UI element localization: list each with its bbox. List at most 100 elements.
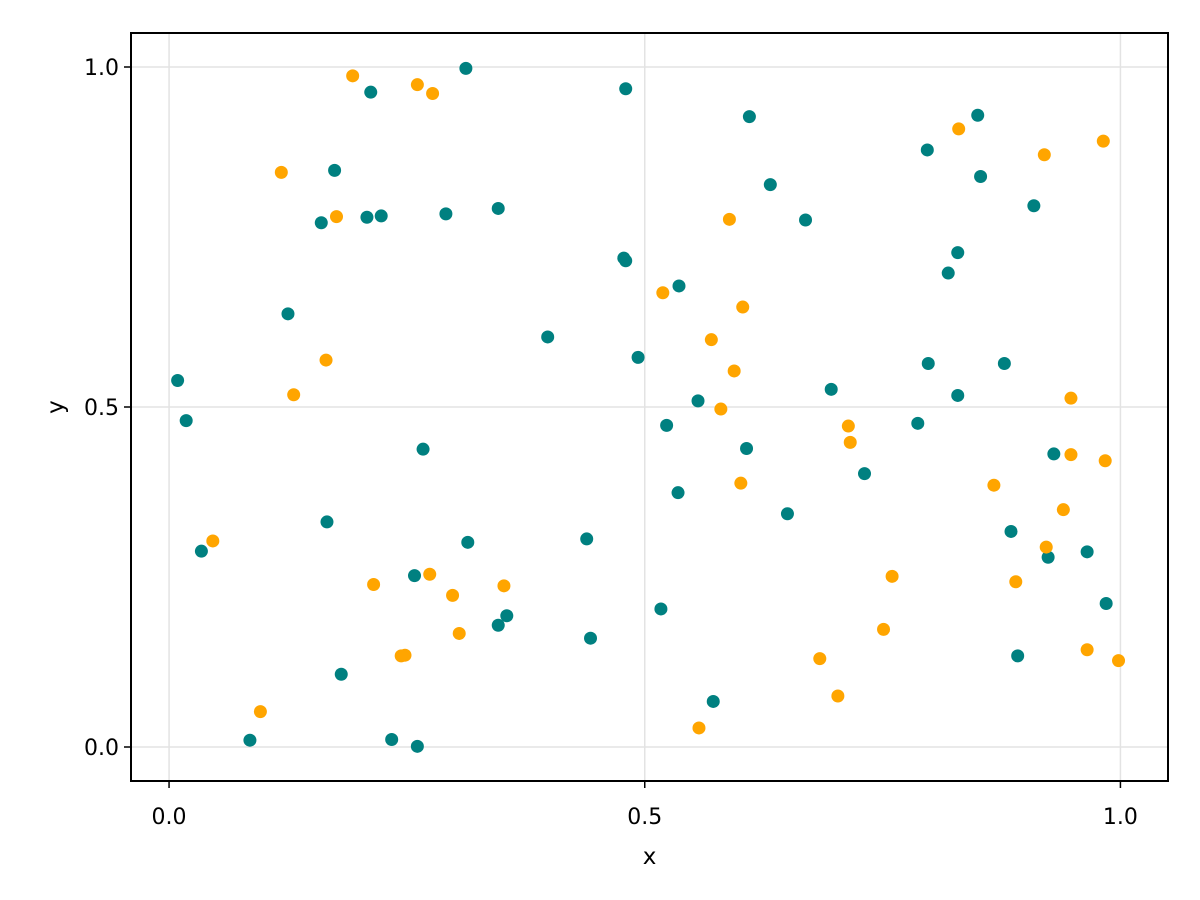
scatter-point-series-2 <box>714 402 728 416</box>
scatter-point-series-1 <box>334 667 348 681</box>
scatter-point-series-2 <box>1064 448 1078 462</box>
scatter-point-series-1 <box>385 733 399 747</box>
scatter-point-series-1 <box>1027 199 1041 213</box>
scatter-point-series-1 <box>500 609 514 623</box>
scatter-point-series-2 <box>1096 134 1110 148</box>
scatter-point-series-1 <box>654 602 668 616</box>
scatter-point-series-1 <box>660 418 674 432</box>
scatter-point-series-2 <box>843 435 857 449</box>
scatter-point-series-1 <box>691 394 705 408</box>
scatter-point-series-1 <box>671 486 685 500</box>
scatter-point-series-1 <box>281 307 295 321</box>
scatter-point-series-1 <box>408 569 422 583</box>
scatter-point-series-1 <box>171 373 185 387</box>
scatter-point-series-1 <box>1047 447 1061 461</box>
scatter-point-series-1 <box>799 213 813 227</box>
scatter-point-series-1 <box>631 350 645 364</box>
scatter-point-series-2 <box>952 122 966 136</box>
scatter-point-series-1 <box>997 356 1011 370</box>
scatter-point-series-2 <box>987 478 1001 492</box>
scatter-point-series-1 <box>243 733 257 747</box>
scatter-point-series-2 <box>423 567 437 581</box>
scatter-point-series-2 <box>346 69 360 83</box>
y-tick-label: 0.0 <box>84 736 119 761</box>
axis-ticks: 0.0 0.5 1.0 0.0 0.5 1.0 <box>84 56 1138 830</box>
scatter-point-series-2 <box>722 212 736 226</box>
scatter-point-series-1 <box>911 416 925 430</box>
scatter-point-series-1 <box>491 201 505 215</box>
scatter-point-series-1 <box>1004 524 1018 538</box>
x-tick-label: 1.0 <box>1103 805 1138 830</box>
scatter-point-series-2 <box>656 286 670 300</box>
scatter-point-series-2 <box>1037 148 1051 162</box>
scatter-point-series-2 <box>877 622 891 636</box>
y-tick-label: 1.0 <box>84 56 119 81</box>
scatter-point-series-1 <box>584 631 598 645</box>
scatter-point-series-1 <box>780 507 794 521</box>
scatter-point-series-1 <box>360 210 374 224</box>
scatter-point-series-2 <box>841 419 855 433</box>
scatter-point-series-2 <box>1009 575 1023 589</box>
scatter-point-series-2 <box>1039 540 1053 554</box>
scatter-point-series-1 <box>179 414 193 428</box>
scatter-point-series-2 <box>497 579 511 593</box>
scatter-point-series-1 <box>971 108 985 122</box>
scatter-point-series-1 <box>328 163 342 177</box>
y-axis-label: y <box>43 400 69 414</box>
scatter-point-series-1 <box>1041 550 1055 564</box>
scatter-point-series-2 <box>446 588 460 602</box>
scatter-point-series-2 <box>1064 391 1078 405</box>
scatter-point-series-1 <box>541 330 555 344</box>
scatter-point-series-2 <box>727 364 741 378</box>
scatter-point-series-2 <box>1112 654 1126 668</box>
scatter-point-series-1 <box>672 279 686 293</box>
scatter-point-series-1 <box>410 739 424 753</box>
scatter-point-series-2 <box>410 78 424 92</box>
scatter-point-series-1 <box>740 441 754 455</box>
scatter-point-series-1 <box>619 254 633 268</box>
scatter-point-series-2 <box>287 388 301 402</box>
scatter-point-series-2 <box>1080 643 1094 657</box>
scatter-point-series-1 <box>320 515 334 529</box>
scatter-point-series-2 <box>734 476 748 490</box>
scatter-point-series-1 <box>619 82 633 96</box>
scatter-point-series-1 <box>858 467 872 481</box>
scatter-point-series-1 <box>364 85 378 99</box>
x-tick-label: 0.0 <box>152 805 187 830</box>
scatter-point-series-2 <box>692 721 706 735</box>
x-tick-label: 0.5 <box>627 805 662 830</box>
scatter-point-series-1 <box>461 535 475 549</box>
scatter-point-series-2 <box>452 626 466 640</box>
scatter-point-series-1 <box>374 209 388 223</box>
scatter-point-series-1 <box>951 388 965 402</box>
data-points <box>171 61 1126 753</box>
scatter-point-series-2 <box>813 652 827 666</box>
scatter-point-series-1 <box>439 207 453 221</box>
scatter-point-series-1 <box>824 382 838 396</box>
scatter-point-series-2 <box>394 649 408 663</box>
scatter-point-series-2 <box>253 705 267 719</box>
scatter-point-series-2 <box>736 300 750 314</box>
scatter-point-series-1 <box>763 178 777 192</box>
scatter-point-series-2 <box>885 569 899 583</box>
scatter-point-series-2 <box>367 577 381 591</box>
scatter-point-series-1 <box>742 110 756 124</box>
scatter-point-series-1 <box>706 694 720 708</box>
scatter-point-series-1 <box>459 61 473 75</box>
scatter-point-series-2 <box>1098 454 1112 468</box>
scatter-point-series-2 <box>1056 503 1070 517</box>
grid-lines <box>131 33 1168 781</box>
scatter-point-series-2 <box>274 165 288 179</box>
scatter-point-series-1 <box>920 143 934 157</box>
scatter-point-series-1 <box>1080 545 1094 559</box>
scatter-point-series-1 <box>491 618 505 632</box>
scatter-point-series-1 <box>580 532 594 546</box>
x-axis-label: x <box>643 844 657 870</box>
scatter-point-series-1 <box>314 216 328 230</box>
scatter-point-series-2 <box>704 333 718 347</box>
y-tick-label: 0.5 <box>84 396 119 421</box>
scatter-point-series-2 <box>319 353 333 367</box>
scatter-point-series-2 <box>426 87 440 101</box>
scatter-point-series-1 <box>941 266 955 280</box>
